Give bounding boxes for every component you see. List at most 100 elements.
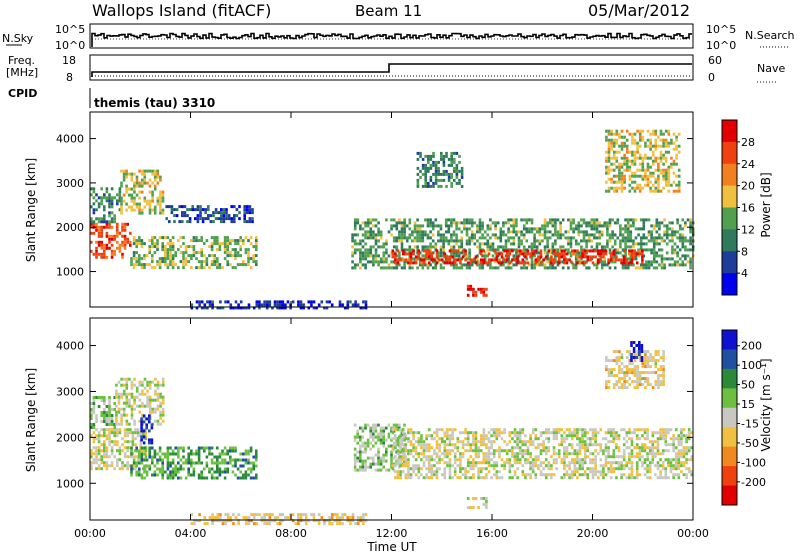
heatmap-cell [615,174,619,178]
heatmap-cell [474,446,478,450]
heatmap-cell [115,410,118,414]
heatmap-cell [161,208,165,212]
heatmap-cell [132,266,136,270]
heatmap-cell [626,266,630,270]
heatmap-cell [113,234,116,238]
heatmap-cell [474,290,478,294]
heatmap-cell [351,254,354,258]
heatmap-cell [544,476,548,480]
heatmap-cell [612,189,616,193]
heatmap-cell [252,257,255,261]
heatmap-cell [520,218,523,222]
heatmap-cell [113,237,116,241]
heatmap-cell [234,473,237,477]
heatmap-cell [138,419,142,423]
heatmap-cell [396,249,400,253]
heatmap-cell [229,239,232,243]
heatmap-cell [476,245,479,249]
heatmap-cell [478,236,482,240]
heatmap-cell [97,252,101,256]
heatmap-cell [394,258,397,262]
heatmap-cell [548,251,552,255]
heatmap-cell [646,174,650,178]
heatmap-cell [233,214,236,218]
heatmap-cell [132,458,136,462]
heatmap-cell [413,227,417,231]
heatmap-cell [651,452,655,456]
heatmap-cell [641,371,645,375]
heatmap-cell [469,476,473,480]
heatmap-cell [174,467,177,471]
heatmap-cell [405,248,409,252]
heatmap-cell [92,187,96,191]
heatmap-cell [586,258,590,262]
heatmap-cell [97,405,101,408]
heatmap-cell [364,447,367,451]
heatmap-cell [633,132,637,136]
heatmap-cell [624,266,627,270]
heatmap-cell [528,227,531,231]
heatmap-cell [516,261,519,265]
heatmap-cell [208,470,211,474]
heatmap-cell [435,476,439,480]
heatmap-cell [605,365,608,369]
heatmap-cell [612,180,616,184]
heatmap-cell [638,156,642,160]
heatmap-cell [145,263,149,267]
heatmap-cell [687,431,691,435]
heatmap-cell [151,193,154,197]
heatmap-cell [351,233,354,237]
heatmap-cell [407,261,410,265]
heatmap-cell [587,239,591,243]
heatmap-cell [492,455,496,459]
heatmap-cell [511,446,514,450]
heatmap-cell [231,254,235,258]
heatmap-cell [143,467,146,471]
heatmap-cell [223,248,227,252]
heatmap-cell [552,258,556,262]
heatmap-cell [516,437,519,441]
heatmap-cell [511,455,514,459]
heatmap-cell [239,245,242,249]
heatmap-cell [223,452,227,456]
heatmap-cell [478,224,482,228]
heatmap-cell [364,236,367,240]
heatmap-cell [148,455,151,459]
heatmap-cell [481,224,484,228]
heatmap-cell [569,236,573,240]
heatmap-cell [126,237,129,241]
heatmap-cell [382,438,385,442]
heatmap-cell [593,233,596,237]
heatmap-cell [103,434,106,438]
heatmap-cell [607,446,610,450]
heatmap-cell [622,467,626,471]
heatmap-cell [372,245,375,249]
heatmap-cell [455,233,458,237]
heatmap-cell [617,434,621,438]
heatmap-cell [526,452,530,456]
heatmap-cell [689,263,692,267]
heatmap-cell [456,258,460,262]
heatmap-cell [630,473,634,477]
heatmap-cell [529,443,532,447]
heatmap-cell [105,225,109,229]
heatmap-cell [654,129,658,133]
heatmap-cell [398,239,401,243]
heatmap-cell [513,458,517,462]
heatmap-cell [613,248,617,252]
heatmap-cell [138,473,141,477]
heatmap-cell [574,251,578,255]
heatmap-cell [148,190,152,194]
heatmap-cell [604,437,608,441]
heatmap-cell [126,467,129,471]
heatmap-cell [511,452,514,456]
heatmap-cell [632,224,635,228]
heatmap-cell [633,171,637,175]
heatmap-cell [210,242,214,246]
heatmap-cell [117,380,121,384]
heatmap-cell [203,303,207,307]
heatmap-cell [255,242,258,246]
heatmap-cell [440,178,443,182]
heatmap-cell [421,245,425,249]
heatmap-cell [577,233,581,237]
